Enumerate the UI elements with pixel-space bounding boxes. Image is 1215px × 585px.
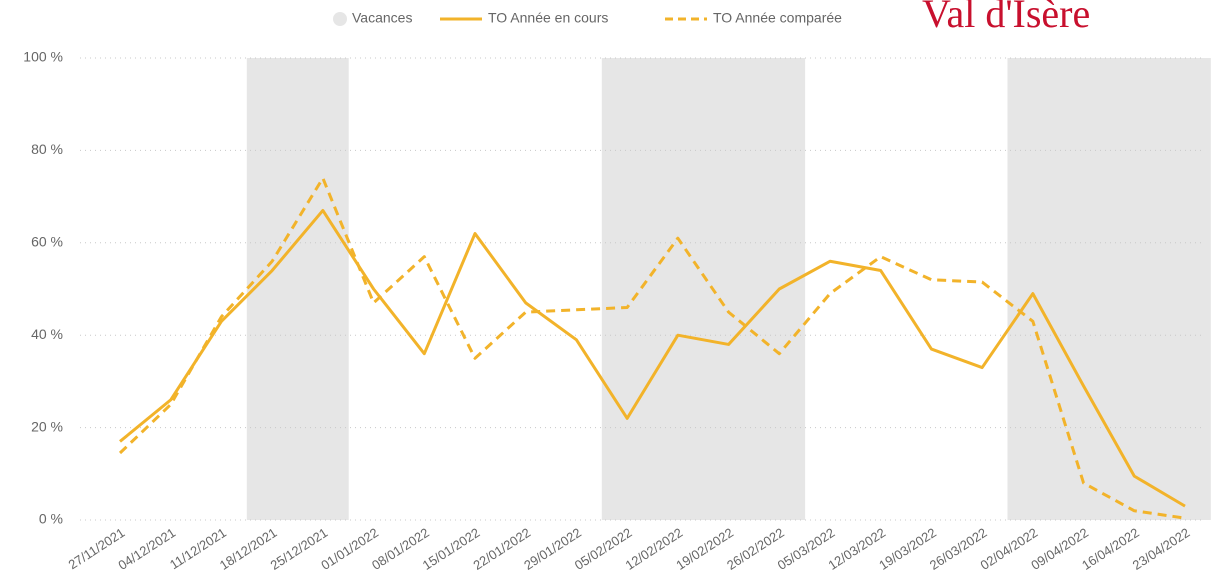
y-tick-label: 60 % [31, 234, 63, 250]
legend-label: TO Année en cours [488, 10, 608, 26]
legend-label: Vacances [352, 10, 412, 26]
holiday-band [1159, 58, 1211, 520]
x-tick-label: 23/04/2022 [1130, 525, 1193, 573]
y-tick-label: 20 % [31, 418, 63, 434]
holiday-band [1058, 58, 1110, 520]
legend: Vacances TO Année en cours TO Année comp… [333, 10, 842, 26]
y-tick-label: 100 % [23, 49, 63, 65]
holiday-band [652, 58, 704, 520]
y-tick-label: 80 % [31, 141, 63, 157]
y-tick-label: 0 % [39, 511, 63, 527]
holiday-band [1007, 58, 1059, 520]
series-line [119, 208, 1186, 508]
x-tick-label: 04/12/2021 [115, 525, 178, 573]
holiday-band [601, 58, 653, 520]
y-tick-label: 40 % [31, 326, 63, 342]
holiday-bands [246, 58, 1211, 520]
holiday-band [297, 58, 349, 520]
holiday-band [703, 58, 755, 520]
series-line [118, 176, 1186, 520]
legend-marker [333, 12, 347, 26]
holiday-band [1108, 58, 1161, 520]
logo: Val d'Isère [922, 0, 1090, 36]
legend-label: TO Année comparée [713, 10, 842, 26]
lines [118, 176, 1186, 520]
